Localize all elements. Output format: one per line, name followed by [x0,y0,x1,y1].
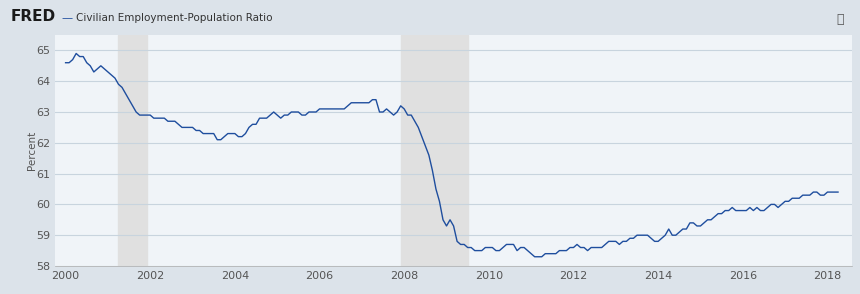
Text: —: — [62,13,73,23]
Bar [119,35,147,266]
Bar [401,35,468,266]
Y-axis label: Percent: Percent [27,131,37,170]
Text: FRED: FRED [10,9,55,24]
Text: ⤢: ⤢ [836,13,844,26]
Text: Civilian Employment-Population Ratio: Civilian Employment-Population Ratio [76,13,272,23]
